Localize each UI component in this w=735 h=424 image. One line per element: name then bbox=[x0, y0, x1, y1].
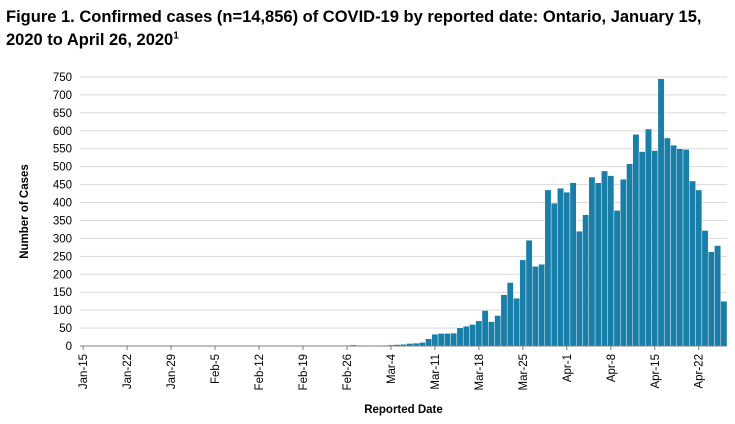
bar bbox=[513, 298, 520, 347]
y-axis-ticks: 0 50 100 150 200 250 300 350 400 450 500 550 600 650 7… bbox=[53, 72, 72, 353]
y-tick-label: 700 bbox=[53, 90, 72, 102]
x-tick-label: Feb-5 bbox=[210, 354, 222, 384]
bar bbox=[444, 333, 451, 347]
bar bbox=[695, 189, 703, 347]
bar bbox=[714, 245, 721, 347]
y-tick-label: 750 bbox=[53, 72, 72, 84]
bar bbox=[525, 239, 533, 347]
bars bbox=[123, 78, 728, 347]
bar bbox=[462, 326, 470, 347]
gridlines bbox=[80, 76, 727, 329]
bar bbox=[632, 134, 640, 347]
x-tick-label: Mar-25 bbox=[518, 354, 530, 390]
y-tick-label: 100 bbox=[53, 305, 72, 317]
x-tick-label: Apr-8 bbox=[606, 354, 618, 382]
y-tick-label: 200 bbox=[53, 269, 72, 281]
x-tick-label: Apr-22 bbox=[694, 354, 706, 389]
chart-title-text: Figure 1. Confirmed cases (n=14,856) of … bbox=[6, 8, 702, 49]
y-tick-label: 250 bbox=[53, 251, 72, 263]
bar bbox=[720, 300, 728, 347]
bar bbox=[544, 189, 552, 347]
x-tick-label: Apr-1 bbox=[562, 354, 574, 382]
bar bbox=[638, 151, 646, 347]
bar bbox=[620, 179, 627, 347]
bar bbox=[563, 191, 571, 347]
bar bbox=[450, 332, 458, 347]
bar bbox=[594, 182, 602, 347]
x-tick-label: Feb-12 bbox=[254, 354, 266, 390]
x-tick-label: Jan-22 bbox=[122, 354, 134, 389]
bar bbox=[682, 149, 690, 347]
y-tick-label: 600 bbox=[53, 126, 72, 138]
x-tick-label: Jan-29 bbox=[166, 354, 178, 389]
bar bbox=[481, 310, 489, 347]
bar bbox=[425, 338, 432, 347]
y-tick-label: 350 bbox=[53, 215, 72, 227]
bar bbox=[475, 320, 483, 347]
bar bbox=[532, 266, 539, 347]
y-tick-label: 500 bbox=[53, 162, 72, 174]
bar bbox=[707, 251, 715, 347]
y-tick-label: 450 bbox=[53, 180, 72, 192]
bar bbox=[626, 163, 633, 347]
bar bbox=[456, 327, 464, 347]
bar bbox=[419, 342, 426, 347]
bar bbox=[550, 203, 558, 347]
y-tick-label: 300 bbox=[53, 233, 72, 245]
bar bbox=[676, 148, 684, 347]
bar bbox=[613, 210, 621, 347]
y-tick-label: 550 bbox=[53, 144, 72, 156]
bar bbox=[569, 182, 577, 347]
bar bbox=[494, 315, 502, 347]
x-tick-label: Jan-15 bbox=[78, 354, 90, 389]
bar bbox=[651, 150, 659, 347]
y-tick-label: 0 bbox=[66, 341, 72, 353]
bar bbox=[488, 321, 495, 347]
x-tick-label: Apr-15 bbox=[650, 354, 662, 389]
footnote-marker: 1 bbox=[173, 30, 179, 42]
y-tick-label: 650 bbox=[53, 108, 72, 120]
bar bbox=[500, 294, 508, 347]
bar bbox=[601, 170, 608, 347]
bar bbox=[670, 144, 677, 347]
y-tick-label: 50 bbox=[59, 323, 72, 335]
bar bbox=[645, 128, 652, 347]
x-tick-label: Mar-11 bbox=[430, 354, 442, 390]
bar bbox=[431, 333, 439, 347]
bar bbox=[582, 214, 590, 347]
bar bbox=[469, 324, 476, 347]
x-axis-title: Reported Date bbox=[364, 404, 443, 416]
chart-title: Figure 1. Confirmed cases (n=14,856) of … bbox=[6, 6, 706, 52]
bar bbox=[538, 264, 546, 347]
y-axis-title: Number of Cases bbox=[19, 164, 31, 259]
bar bbox=[663, 137, 671, 347]
bar bbox=[576, 231, 583, 347]
bar bbox=[519, 259, 527, 347]
x-tick-label: Feb-26 bbox=[342, 354, 354, 390]
x-axis-ticks: Jan-15 Jan-22 Jan-29 Feb-5 Feb-12 Feb-19 Feb-2… bbox=[78, 346, 706, 390]
bar bbox=[607, 175, 615, 347]
y-tick-label: 400 bbox=[53, 198, 72, 210]
bar bbox=[437, 333, 445, 347]
x-tick-label: Feb-19 bbox=[298, 354, 310, 390]
y-tick-label: 150 bbox=[53, 287, 72, 299]
bar bbox=[689, 180, 696, 347]
bar bbox=[657, 78, 665, 347]
bar bbox=[557, 187, 564, 347]
bar bbox=[588, 176, 596, 347]
x-tick-label: Mar-18 bbox=[474, 354, 486, 390]
bar bbox=[506, 282, 514, 347]
bar bbox=[701, 230, 709, 347]
x-tick-label: Mar-4 bbox=[386, 353, 398, 384]
